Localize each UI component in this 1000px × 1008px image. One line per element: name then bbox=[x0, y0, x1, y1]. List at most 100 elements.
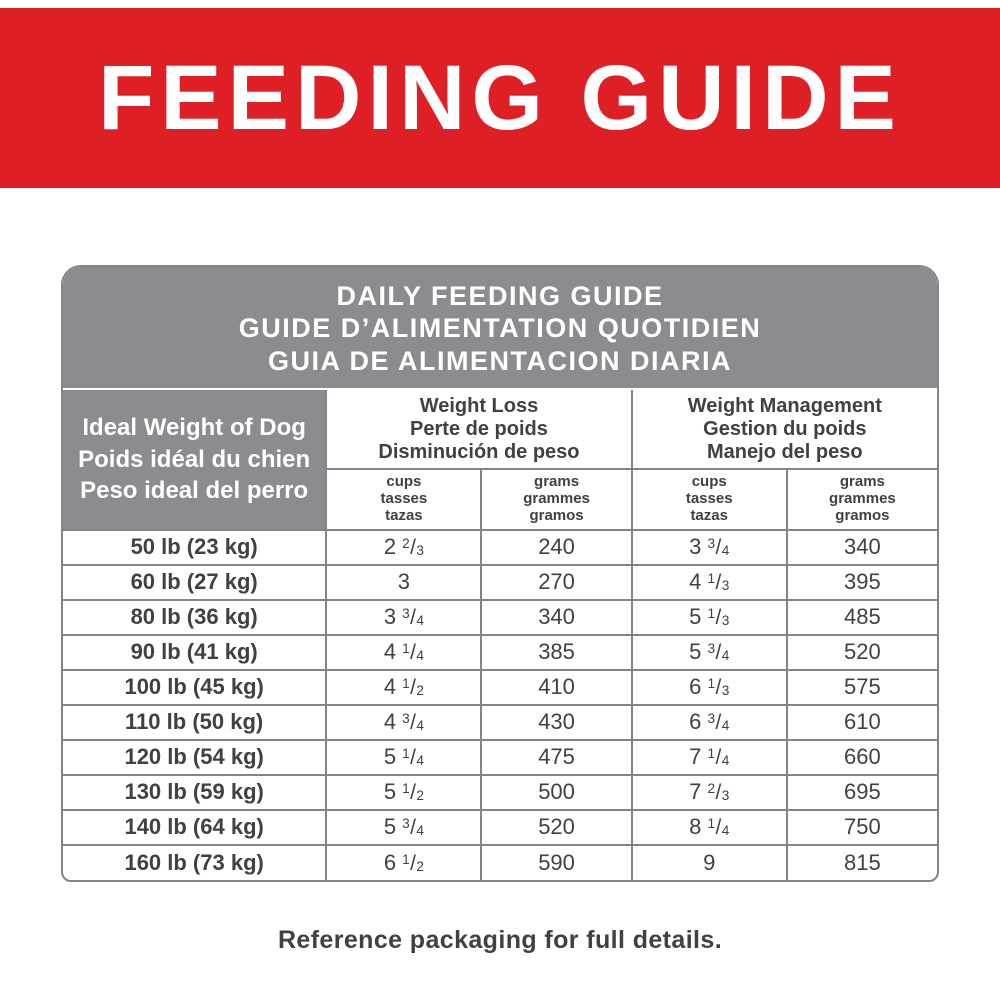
weight-loss-grams-header: grams grammes gramos bbox=[480, 468, 633, 531]
loss-cups-cell: 5 1/2 bbox=[325, 773, 483, 811]
mgmt-cups-cell: 6 1/3 bbox=[630, 668, 788, 706]
mgmt-cups-cell: 9 bbox=[630, 843, 788, 880]
weight-mgmt-line-en: Weight Management bbox=[687, 395, 882, 418]
cups-label-es: tazas bbox=[690, 506, 728, 524]
loss-grams-cell: 410 bbox=[480, 668, 633, 706]
weight-management-header: Weight Management Gestion du poids Manej… bbox=[630, 389, 937, 471]
mgmt-grams-cell: 610 bbox=[785, 703, 937, 741]
weight-cell: 110 lb (50 kg) bbox=[63, 703, 328, 741]
loss-grams-cell: 500 bbox=[480, 773, 633, 811]
weight-cell: 80 lb (36 kg) bbox=[63, 598, 328, 636]
loss-cups-cell: 5 1/4 bbox=[325, 738, 483, 776]
table-title: DAILY FEEDING GUIDE GUIDE D’ALIMENTATION… bbox=[63, 267, 937, 391]
fraction: 3/4 bbox=[707, 535, 730, 560]
grams-label-en: grams bbox=[839, 473, 885, 491]
table-row: 160 lb (73 kg) 6 1/2 590 9 815 bbox=[63, 843, 937, 880]
fraction: 1/4 bbox=[707, 745, 730, 770]
fraction: 1/3 bbox=[707, 605, 730, 630]
grams-label-es: gramos bbox=[529, 506, 584, 524]
mgmt-grams-cell: 815 bbox=[785, 843, 937, 880]
weight-cell: 140 lb (64 kg) bbox=[63, 808, 328, 846]
loss-cups-cell: 4 1/4 bbox=[325, 633, 483, 671]
weight-column-header: Ideal Weight of Dog Poids idéal du chien… bbox=[63, 389, 328, 531]
loss-grams-cell: 590 bbox=[480, 843, 633, 880]
fraction: 3/4 bbox=[402, 605, 424, 630]
unit-header-row: cups tasses tazas grams grammes gramos c… bbox=[63, 468, 937, 531]
table-title-line-en: DAILY FEEDING GUIDE bbox=[336, 281, 664, 311]
weight-cell: 60 lb (27 kg) bbox=[63, 563, 328, 601]
loss-cups-cell: 4 1/2 bbox=[325, 668, 483, 706]
fraction: 1/2 bbox=[402, 675, 424, 700]
grams-label-fr: grammes bbox=[523, 489, 590, 507]
loss-grams-cell: 475 bbox=[480, 738, 633, 776]
fraction: 1/4 bbox=[707, 815, 730, 840]
mgmt-cups-cell: 3 3/4 bbox=[630, 528, 788, 566]
weight-header-line-es: Peso ideal del perro bbox=[80, 477, 309, 505]
loss-grams-cell: 520 bbox=[480, 808, 633, 846]
fraction: 1/2 bbox=[402, 780, 424, 805]
weight-cell: 120 lb (54 kg) bbox=[63, 738, 328, 776]
mgmt-grams-cell: 340 bbox=[785, 528, 937, 566]
loss-grams-cell: 240 bbox=[480, 528, 633, 566]
fraction: 1/4 bbox=[402, 640, 424, 665]
table-row: 60 lb (27 kg) 3 270 4 1/3 395 bbox=[63, 563, 937, 601]
table-row: 120 lb (54 kg) 5 1/4 475 7 1/4 660 bbox=[63, 738, 937, 776]
grams-label-fr: grammes bbox=[829, 489, 896, 507]
mgmt-cups-cell: 7 2/3 bbox=[630, 773, 788, 811]
cups-label-en: cups bbox=[386, 473, 422, 491]
weight-mgmt-line-fr: Gestion du poids bbox=[703, 418, 867, 441]
weight-cell: 50 lb (23 kg) bbox=[63, 528, 328, 566]
table-title-line-es: GUIA DE ALIMENTACION DIARIA bbox=[268, 345, 732, 376]
table-row: 80 lb (36 kg) 3 3/4 340 5 1/3 485 bbox=[63, 598, 937, 636]
mgmt-grams-cell: 660 bbox=[785, 738, 937, 776]
fraction: 2/3 bbox=[402, 535, 424, 560]
mgmt-cups-cell: 4 1/3 bbox=[630, 563, 788, 601]
weight-mgmt-line-es: Manejo del peso bbox=[707, 441, 863, 464]
fraction: 3/4 bbox=[707, 640, 730, 665]
footer-note: Reference packaging for full details. bbox=[277, 925, 723, 954]
grams-label-es: gramos bbox=[835, 506, 890, 524]
fraction: 1/2 bbox=[402, 851, 424, 875]
weight-cell: 90 lb (41 kg) bbox=[63, 633, 328, 671]
weight-loss-header: Weight Loss Perte de poids Disminución d… bbox=[325, 389, 633, 471]
loss-cups-cell: 4 3/4 bbox=[325, 703, 483, 741]
loss-cups-cell: 3 bbox=[325, 563, 483, 601]
cups-label-en: cups bbox=[691, 473, 727, 491]
cups-label-fr: tasses bbox=[685, 489, 733, 507]
weight-loss-cups-header: cups tasses tazas bbox=[325, 468, 483, 531]
fraction: 3/4 bbox=[402, 815, 424, 840]
weight-management-grams-header: grams grammes gramos bbox=[785, 468, 937, 531]
mgmt-grams-cell: 520 bbox=[785, 633, 937, 671]
feeding-guide-page: FEEDING GUIDE DAILY FEEDING GUIDE GUIDE … bbox=[0, 8, 1000, 955]
mgmt-grams-cell: 485 bbox=[785, 598, 937, 636]
table-row: 110 lb (50 kg) 4 3/4 430 6 3/4 610 bbox=[63, 703, 937, 741]
loss-cups-cell: 6 1/2 bbox=[325, 843, 483, 880]
loss-cups-cell: 2 2/3 bbox=[325, 528, 483, 566]
table-row: 100 lb (45 kg) 4 1/2 410 6 1/3 575 bbox=[63, 668, 937, 706]
mgmt-cups-cell: 7 1/4 bbox=[630, 738, 788, 776]
mgmt-grams-cell: 750 bbox=[785, 808, 937, 846]
loss-cups-cell: 3 3/4 bbox=[325, 598, 483, 636]
table-title-line-fr: GUIDE D’ALIMENTATION QUOTIDIEN bbox=[238, 313, 762, 344]
table-row: 50 lb (23 kg) 2 2/3 240 3 3/4 340 bbox=[63, 528, 937, 566]
weight-loss-line-en: Weight Loss bbox=[419, 395, 539, 418]
weight-loss-line-es: Disminución de peso bbox=[378, 441, 580, 464]
mgmt-cups-cell: 5 1/3 bbox=[630, 598, 788, 636]
weight-header-line-en: Ideal Weight of Dog bbox=[82, 413, 306, 441]
table-row: 90 lb (41 kg) 4 1/4 385 5 3/4 520 bbox=[63, 633, 937, 671]
fraction: 1/3 bbox=[707, 570, 730, 595]
fraction: 2/3 bbox=[707, 780, 730, 805]
mgmt-grams-cell: 395 bbox=[785, 563, 937, 601]
weight-management-cups-header: cups tasses tazas bbox=[630, 468, 788, 531]
loss-cups-cell: 5 3/4 bbox=[325, 808, 483, 846]
group-header-row: Ideal Weight of Dog Poids idéal du chien… bbox=[63, 389, 937, 531]
grams-label-en: grams bbox=[534, 473, 580, 491]
weight-loss-line-fr: Perte de poids bbox=[410, 418, 548, 441]
feeding-table-body: 50 lb (23 kg) 2 2/3 240 3 3/4 340 60 lb (27 k… bbox=[63, 528, 937, 880]
loss-grams-cell: 270 bbox=[480, 563, 633, 601]
feeding-table-card: DAILY FEEDING GUIDE GUIDE D’ALIMENTATION… bbox=[61, 265, 939, 882]
weight-cell: 100 lb (45 kg) bbox=[63, 668, 328, 706]
fraction: 3/4 bbox=[402, 710, 424, 735]
table-row: 140 lb (64 kg) 5 3/4 520 8 1/4 750 bbox=[63, 808, 937, 846]
mgmt-grams-cell: 695 bbox=[785, 773, 937, 811]
